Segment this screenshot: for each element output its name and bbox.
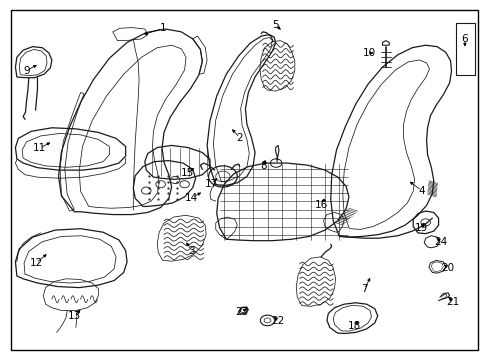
Text: 6: 6 xyxy=(461,34,468,44)
Bar xyxy=(455,23,474,75)
Text: 2: 2 xyxy=(236,133,243,143)
Text: 16: 16 xyxy=(314,200,327,210)
Text: 1: 1 xyxy=(160,23,166,33)
Text: 17: 17 xyxy=(204,179,217,189)
Text: 11: 11 xyxy=(33,143,46,153)
Text: 15: 15 xyxy=(180,168,193,178)
Text: 18: 18 xyxy=(347,321,361,332)
Text: 13: 13 xyxy=(68,311,81,321)
Text: 10: 10 xyxy=(362,48,375,58)
Text: 8: 8 xyxy=(260,161,266,171)
Text: 3: 3 xyxy=(188,246,195,256)
Text: 14: 14 xyxy=(185,193,198,203)
Text: 21: 21 xyxy=(446,297,459,307)
Text: 9: 9 xyxy=(23,66,30,76)
Text: 5: 5 xyxy=(272,20,278,30)
Text: 19: 19 xyxy=(414,222,427,233)
Text: 22: 22 xyxy=(271,316,284,326)
Text: 23: 23 xyxy=(235,307,248,317)
Text: 12: 12 xyxy=(29,258,42,268)
Text: 24: 24 xyxy=(433,237,447,247)
Text: 7: 7 xyxy=(360,284,367,294)
Text: 20: 20 xyxy=(441,263,454,273)
Text: 4: 4 xyxy=(418,186,424,195)
